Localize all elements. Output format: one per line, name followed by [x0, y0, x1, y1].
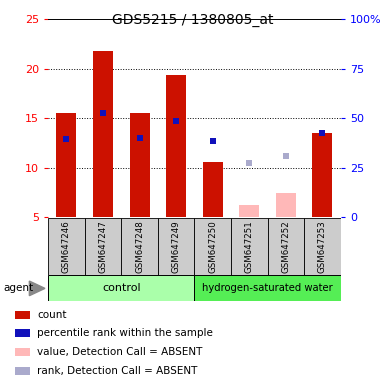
Text: GDS5215 / 1380805_at: GDS5215 / 1380805_at: [112, 13, 273, 27]
Bar: [239, 205, 259, 217]
Bar: [304, 218, 341, 275]
Bar: [48, 218, 85, 275]
Bar: [203, 162, 223, 217]
Bar: [158, 218, 194, 275]
Bar: [93, 51, 113, 217]
Bar: [194, 218, 231, 275]
Text: GSM647246: GSM647246: [62, 220, 71, 273]
Bar: [194, 275, 341, 301]
Text: GSM647252: GSM647252: [281, 220, 290, 273]
Text: GSM647251: GSM647251: [245, 220, 254, 273]
Bar: [129, 113, 150, 217]
Text: GSM647253: GSM647253: [318, 220, 327, 273]
Bar: [268, 218, 304, 275]
Text: agent: agent: [4, 283, 34, 293]
Bar: [312, 133, 333, 217]
Bar: [121, 218, 158, 275]
Text: GSM647248: GSM647248: [135, 220, 144, 273]
Bar: [231, 218, 268, 275]
Bar: [15, 311, 30, 319]
Bar: [276, 193, 296, 217]
Bar: [15, 367, 30, 375]
Text: rank, Detection Call = ABSENT: rank, Detection Call = ABSENT: [37, 366, 198, 376]
Bar: [85, 218, 121, 275]
Bar: [56, 113, 77, 217]
Polygon shape: [29, 281, 45, 296]
Text: GSM647250: GSM647250: [208, 220, 217, 273]
Bar: [15, 329, 30, 338]
Text: count: count: [37, 310, 67, 319]
Bar: [166, 74, 186, 217]
Bar: [15, 348, 30, 356]
Bar: [48, 275, 194, 301]
Text: GSM647247: GSM647247: [99, 220, 107, 273]
Text: value, Detection Call = ABSENT: value, Detection Call = ABSENT: [37, 347, 203, 357]
Text: GSM647249: GSM647249: [172, 220, 181, 273]
Text: control: control: [102, 283, 141, 293]
Text: percentile rank within the sample: percentile rank within the sample: [37, 328, 213, 338]
Text: hydrogen-saturated water: hydrogen-saturated water: [202, 283, 333, 293]
